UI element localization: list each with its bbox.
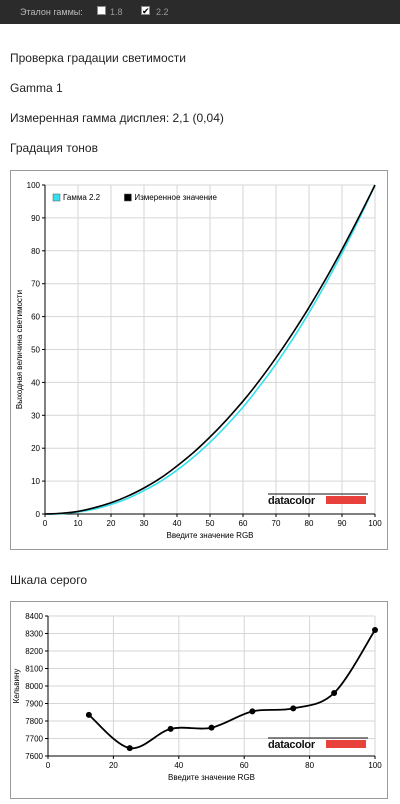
x-tick-label: 80 <box>305 761 314 770</box>
y-tick-label: 7700 <box>25 735 43 744</box>
x-tick-label: 40 <box>174 761 183 770</box>
page-heading: Проверка градации светимости <box>10 51 186 65</box>
x-tick-label: 10 <box>74 519 83 528</box>
x-axis-label: Введите значение RGB <box>166 531 253 540</box>
grayscale-heading: Шкала серого <box>10 573 88 587</box>
y-tick-label: 30 <box>31 411 40 420</box>
x-tick-label: 80 <box>305 519 314 528</box>
y-tick-label: 7800 <box>25 717 43 726</box>
x-tick-label: 0 <box>43 519 48 528</box>
data-point <box>290 705 297 712</box>
datacolor-logo-text: datacolor <box>268 495 316 507</box>
x-tick-label: 0 <box>46 761 51 770</box>
data-point <box>372 627 378 633</box>
gamma-1-8-checkbox[interactable] <box>97 6 106 15</box>
data-point <box>167 725 174 732</box>
y-tick-label: 90 <box>31 214 40 223</box>
x-tick-label: 60 <box>239 519 248 528</box>
gamma-2-2-checkbox[interactable]: ✔ <box>141 6 150 16</box>
x-tick-label: 60 <box>240 761 249 770</box>
data-point <box>249 708 256 715</box>
y-axis-label: Кельвину <box>12 669 21 704</box>
y-tick-label: 8100 <box>25 665 43 674</box>
x-tick-label: 20 <box>107 519 116 528</box>
y-tick-label: 7900 <box>25 700 43 709</box>
gamma-reference-label: Эталон гаммы: <box>20 7 83 17</box>
datacolor-logo-bar <box>326 496 366 504</box>
x-tick-label: 70 <box>272 519 281 528</box>
x-tick-label: 90 <box>338 519 347 528</box>
top-toolbar: Эталон гаммы: 1.8 ✔ 2.2 <box>0 0 400 24</box>
x-axis-label: Введите значение RGB <box>168 773 255 782</box>
gamma-2-2-label: 2.2 <box>156 7 169 17</box>
y-tick-label: 60 <box>31 313 40 322</box>
legend-swatch <box>124 193 132 202</box>
x-tick-label: 40 <box>173 519 182 528</box>
legend-swatch <box>52 193 61 202</box>
gamma-name: Gamma 1 <box>10 81 63 95</box>
data-point <box>85 711 92 718</box>
y-tick-label: 50 <box>31 346 40 355</box>
y-tick-label: 8000 <box>25 682 43 691</box>
datacolor-logo-text: datacolor <box>268 739 316 751</box>
gamma-1-8-label: 1.8 <box>110 7 123 17</box>
y-tick-label: 100 <box>27 181 41 190</box>
series-line <box>44 184 376 515</box>
x-tick-label: 30 <box>140 519 149 528</box>
y-tick-label: 80 <box>31 247 40 256</box>
legend-label: Измеренное значение <box>134 193 217 202</box>
measured-gamma-text: Измеренная гамма дисплея: 2,1 (0,04) <box>10 111 224 125</box>
y-tick-label: 70 <box>31 280 40 289</box>
tone-gradation-heading: Градация тонов <box>10 141 98 155</box>
tone-gradation-chart-panel: 0 10 20 30 40 50 60 70 80 90 100 0 10 20 30 40 50 60 70 80 9… <box>10 170 388 550</box>
x-tick-label: 50 <box>206 519 215 528</box>
data-point <box>331 690 338 696</box>
y-tick-label: 8200 <box>25 647 43 656</box>
y-tick-label: 0 <box>36 510 41 519</box>
x-tick-label: 100 <box>368 519 382 528</box>
y-axis-label: Выходная величина светимости <box>15 290 24 409</box>
grayscale-chart: 0 20 40 60 80 100 7600 7700 7800 7900 8000 8100 8200… <box>12 612 382 782</box>
y-tick-label: 8400 <box>25 612 43 621</box>
tone-gradation-chart: 0 10 20 30 40 50 60 70 80 90 100 0 10 20 30 40 50 60 70 80 9… <box>15 181 382 540</box>
y-tick-label: 20 <box>31 444 40 453</box>
series-line <box>44 184 376 515</box>
legend-label: Гамма 2.2 <box>63 193 101 202</box>
y-tick-label: 7600 <box>25 752 43 761</box>
data-point <box>208 724 215 731</box>
y-tick-label: 10 <box>31 477 40 486</box>
y-tick-label: 8300 <box>25 630 43 639</box>
datacolor-logo-bar <box>326 740 366 748</box>
x-tick-label: 100 <box>368 761 382 770</box>
data-point <box>126 745 133 752</box>
x-tick-label: 20 <box>109 761 118 770</box>
grayscale-chart-panel: 0 20 40 60 80 100 7600 7700 7800 7900 8000 8100 8200… <box>10 601 388 799</box>
y-tick-label: 40 <box>31 378 40 387</box>
